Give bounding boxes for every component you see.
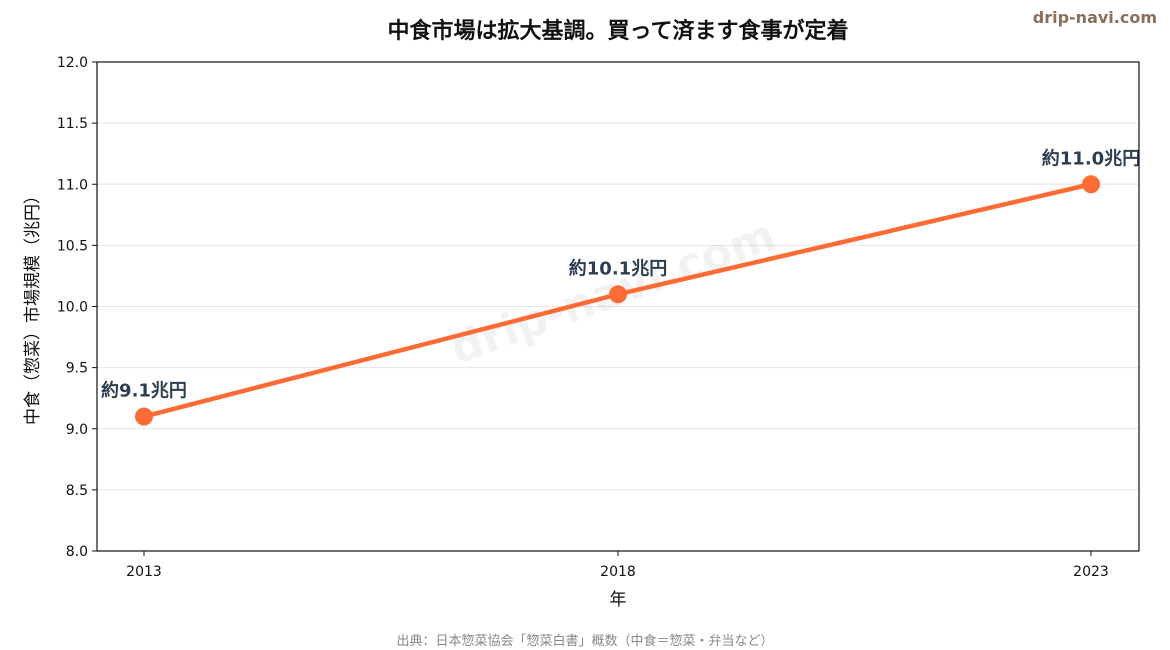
data-label: 約10.1兆円 <box>569 257 667 279</box>
y-tick-label: 10.5 <box>57 238 88 254</box>
x-tick-label: 2018 <box>600 564 636 580</box>
chart-title: 中食市場は拡大基調。買って済ます食事が定着 <box>388 18 849 44</box>
x-tick-label: 2023 <box>1073 564 1109 580</box>
y-tick-label: 11.5 <box>57 116 88 132</box>
data-point[interactable] <box>135 407 153 426</box>
site-brand[interactable]: drip-navi.com <box>1033 8 1157 27</box>
y-tick-label: 9.0 <box>66 422 88 438</box>
y-axis-label: 中食（惣菜）市場規模（兆円） <box>23 187 43 425</box>
y-tick-label: 12.0 <box>57 55 88 71</box>
y-tick-label: 8.5 <box>66 483 88 499</box>
series-group: 約9.1兆円 約10.1兆円 約11.0兆円 <box>101 147 1140 426</box>
y-tick-label: 10.0 <box>57 300 88 316</box>
y-tick-label: 8.0 <box>66 544 88 560</box>
x-tick-label: 2013 <box>126 564 162 580</box>
data-point[interactable] <box>609 285 627 304</box>
x-axis-label: 年 <box>610 590 627 610</box>
data-label: 約9.1兆円 <box>101 380 187 402</box>
y-tick-label: 9.5 <box>66 361 88 377</box>
y-axis-ticks: 8.0 8.5 9.0 9.5 10.0 10.5 11.0 11.5 12.0 <box>57 55 97 560</box>
data-label: 約11.0兆円 <box>1042 147 1140 169</box>
source-note: 出典：日本惣菜協会「惣菜白書」概数（中食＝惣菜・弁当など） <box>396 633 773 649</box>
x-axis-ticks: 2013 2018 2023 <box>126 551 1109 580</box>
data-point[interactable] <box>1082 175 1100 194</box>
y-tick-label: 11.0 <box>57 177 88 193</box>
